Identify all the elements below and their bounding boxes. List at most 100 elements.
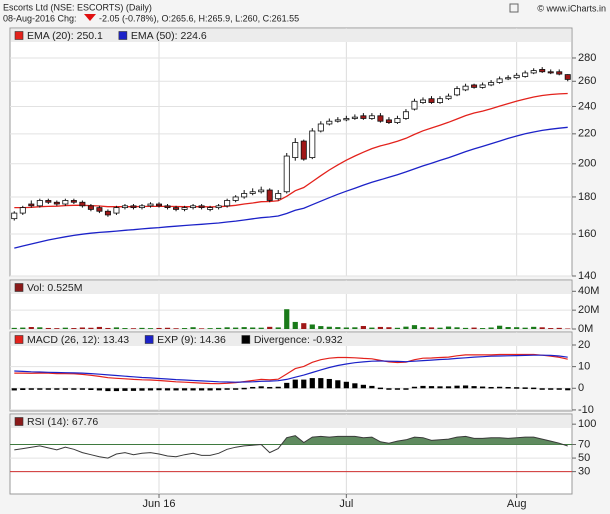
divergence-bar	[488, 386, 494, 389]
legend-swatch	[14, 31, 24, 40]
legend-label: EMA (50): 224.6	[131, 30, 207, 42]
candle-body	[181, 207, 188, 210]
print-icon[interactable]	[509, 3, 519, 13]
legend-strip	[11, 415, 571, 428]
divergence-bar	[71, 388, 77, 390]
candle-body	[454, 88, 461, 96]
volume-bar	[122, 328, 128, 329]
candle-body	[309, 130, 316, 158]
candle-body	[198, 205, 205, 209]
legend-swatch	[14, 417, 24, 426]
divergence-bar	[445, 386, 452, 389]
candle-body	[394, 118, 401, 123]
candle-body	[164, 205, 171, 209]
divergence-bar	[548, 388, 554, 390]
volume-bar	[96, 326, 103, 329]
volume-bar	[479, 328, 486, 329]
volume-bar	[105, 327, 111, 329]
legend-swatch	[241, 335, 251, 344]
candle-body	[207, 207, 214, 210]
divergence-bar	[411, 386, 418, 389]
y-tick-label: 30	[578, 466, 590, 478]
divergence-bar	[514, 387, 520, 389]
candle-body	[36, 200, 43, 207]
y-tick-label: 0	[578, 382, 584, 394]
divergence-bar	[28, 388, 34, 390]
divergence-bar	[420, 385, 426, 389]
divergence-bar	[471, 386, 477, 389]
legend-label: MACD (26, 12): 13.43	[27, 334, 129, 346]
y-tick-label: 0M	[578, 323, 593, 335]
volume-bar	[190, 327, 196, 329]
volume-bar	[37, 327, 43, 329]
candle-body	[564, 74, 571, 80]
y-tick-label: 200	[578, 158, 596, 170]
divergence-bar	[318, 378, 324, 389]
divergence-bar	[224, 388, 230, 390]
volume-bar	[488, 327, 494, 329]
y-tick-label: 20M	[578, 304, 599, 316]
volume-bar	[462, 327, 469, 329]
down-arrow	[84, 14, 96, 21]
candle-body	[343, 118, 350, 121]
y-tick-label: 220	[578, 128, 596, 140]
volume-bar	[548, 328, 554, 329]
candle-body	[215, 205, 222, 209]
y-tick-label: -10	[578, 404, 594, 416]
candle-body	[266, 189, 273, 201]
legend-label: RSI (14): 67.76	[27, 416, 98, 428]
divergence-bar	[54, 388, 60, 390]
volume-bar	[11, 327, 17, 329]
volume-bar	[403, 326, 409, 329]
candle-body	[190, 205, 197, 209]
divergence-bar	[62, 388, 68, 390]
candle-body	[130, 205, 137, 209]
candle-body	[556, 71, 563, 75]
candle-body	[411, 100, 418, 110]
volume-bar	[284, 309, 290, 329]
divergence-bar	[190, 388, 196, 391]
divergence-bar	[437, 386, 443, 389]
divergence-bar	[198, 388, 205, 391]
divergence-bar	[79, 388, 85, 390]
divergence-bar	[531, 387, 537, 390]
volume-bar	[352, 327, 358, 329]
divergence-bar	[164, 388, 171, 391]
candle-body	[87, 205, 94, 210]
candle-body	[428, 98, 435, 103]
volume-bar	[258, 327, 264, 329]
candle-body	[147, 203, 154, 207]
volume-bar	[267, 326, 273, 329]
divergence-bar	[258, 386, 264, 389]
candle-body	[173, 207, 180, 210]
ema-line	[14, 92, 568, 209]
divergence-bar	[394, 388, 401, 390]
rsi-line	[14, 435, 568, 459]
divergence-bar	[37, 388, 43, 390]
x-tick-label: Aug	[507, 498, 527, 510]
divergence-bar	[122, 388, 128, 391]
divergence-bar	[275, 386, 281, 389]
divergence-bar	[292, 379, 298, 389]
volume-bar	[156, 327, 162, 329]
volume-bar	[147, 328, 154, 329]
volume-bar	[531, 326, 537, 329]
y-tick-label: 240	[578, 100, 596, 112]
divergence-bar	[505, 386, 511, 389]
volume-bar	[445, 326, 452, 329]
candle-body	[539, 69, 546, 73]
divergence-bar	[556, 388, 562, 390]
candle-body	[232, 196, 239, 201]
volume-bar	[420, 327, 426, 329]
divergence-bar	[105, 388, 111, 392]
divergence-bar	[343, 381, 349, 389]
volume-bar	[428, 327, 435, 329]
volume-bar	[224, 327, 230, 329]
candle-body	[462, 85, 469, 91]
candle-body	[19, 207, 26, 214]
overbought-fill	[14, 435, 568, 445]
candle-body	[241, 193, 248, 198]
divergence-bar	[454, 385, 460, 389]
candle-body	[138, 205, 145, 209]
